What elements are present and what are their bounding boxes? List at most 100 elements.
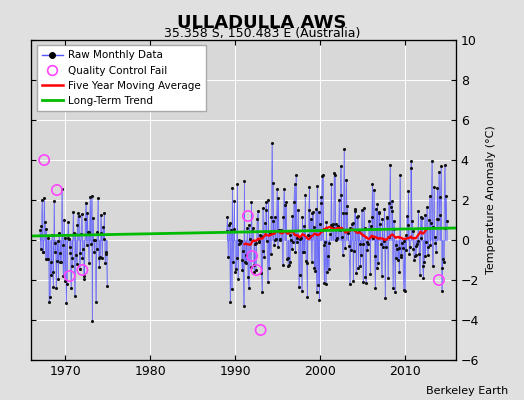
Point [285, 262, 293, 268]
Point [247, 198, 256, 205]
Point [360, 205, 368, 211]
Point [100, 210, 108, 216]
Point [422, 239, 430, 245]
Point [264, 279, 272, 285]
Point [385, 234, 394, 240]
Point [397, 252, 406, 259]
Point [328, 224, 336, 230]
Point [339, 252, 347, 258]
Point [56, 250, 64, 256]
Point [41, 256, 50, 262]
Y-axis label: Temperature Anomaly (°C): Temperature Anomaly (°C) [486, 126, 496, 274]
Point [72, 252, 80, 258]
Point [70, 293, 79, 300]
Point [337, 192, 345, 198]
Point [405, 188, 413, 195]
Point [230, 226, 238, 232]
Point [372, 205, 380, 212]
Point [65, 236, 73, 242]
Point [41, 219, 49, 225]
Point [78, 211, 86, 218]
Point [58, 186, 66, 192]
Point [442, 218, 451, 224]
Point [378, 216, 387, 222]
Point [369, 235, 377, 242]
Point [256, 233, 265, 239]
Point [300, 222, 308, 229]
Point [37, 246, 45, 252]
Point [344, 230, 353, 236]
Point [40, 195, 48, 201]
Point [100, 236, 108, 243]
Point [272, 236, 280, 243]
Point [54, 276, 62, 282]
Point [45, 299, 53, 305]
Point [98, 255, 106, 262]
Point [268, 140, 276, 146]
Point [290, 199, 298, 205]
Point [438, 288, 446, 294]
Point [63, 235, 72, 241]
Point [377, 241, 385, 248]
Point [60, 216, 68, 223]
Point [234, 276, 242, 282]
Point [243, 225, 252, 232]
Point [74, 212, 83, 219]
Point [341, 210, 350, 216]
Point [389, 217, 398, 224]
Point [314, 209, 323, 215]
Point [356, 263, 365, 269]
Point [53, 238, 62, 244]
Point [102, 249, 110, 256]
Point [76, 250, 84, 256]
Point [321, 239, 329, 246]
Point [39, 249, 48, 256]
Point [352, 270, 361, 277]
Point [326, 231, 334, 238]
Point [83, 210, 92, 216]
Point [67, 285, 75, 292]
Point [239, 247, 247, 254]
Point [358, 241, 367, 248]
Point [271, 236, 280, 243]
Point [272, 186, 281, 192]
Legend: Raw Monthly Data, Quality Control Fail, Five Year Moving Average, Long-Term Tren: Raw Monthly Data, Quality Control Fail, … [37, 45, 206, 111]
Point [350, 247, 358, 254]
Point [56, 259, 64, 266]
Point [257, 270, 266, 276]
Point [357, 252, 365, 258]
Point [64, 219, 72, 225]
Point [428, 263, 436, 269]
Point [430, 184, 438, 190]
Point [388, 208, 396, 214]
Point [363, 239, 371, 245]
Point [91, 237, 99, 243]
Point [224, 254, 232, 260]
Point [77, 230, 85, 237]
Point [260, 254, 268, 260]
Point [435, 277, 443, 283]
Point [366, 270, 375, 277]
Point [419, 275, 428, 281]
Point [74, 210, 82, 216]
Point [371, 284, 379, 291]
Point [250, 269, 258, 276]
Point [288, 246, 296, 252]
Point [231, 268, 239, 275]
Point [323, 268, 331, 275]
Point [235, 241, 243, 247]
Point [345, 243, 353, 249]
Point [433, 216, 441, 222]
Point [101, 260, 109, 267]
Point [310, 224, 318, 230]
Point [302, 258, 310, 264]
Point [391, 289, 399, 296]
Point [401, 232, 410, 238]
Point [365, 218, 373, 224]
Point [277, 227, 286, 233]
Point [88, 193, 96, 199]
Point [300, 248, 309, 255]
Point [249, 225, 257, 232]
Point [227, 226, 235, 233]
Point [333, 234, 341, 241]
